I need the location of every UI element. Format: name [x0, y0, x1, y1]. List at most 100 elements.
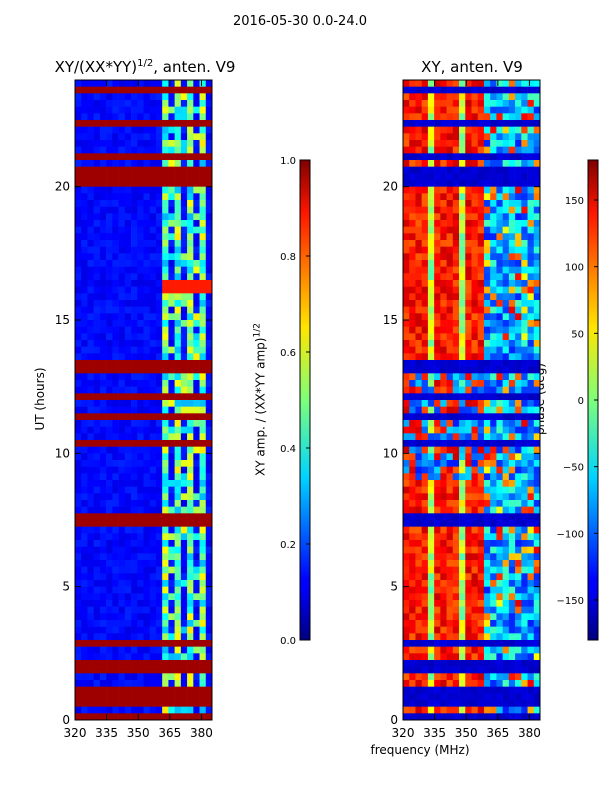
heatmap-cell: [180, 286, 188, 294]
heatmap-cell: [415, 233, 422, 241]
heatmap-cell: [452, 180, 460, 187]
heatmap-cell: [137, 526, 144, 534]
heatmap-cell: [187, 433, 194, 441]
heatmap-cell: [118, 680, 126, 687]
heatmap-cell: [459, 386, 466, 394]
heatmap-cell: [496, 346, 503, 354]
heatmap-cell: [99, 406, 107, 414]
heatmap-cell: [459, 613, 466, 621]
heatmap-cell: [496, 193, 503, 201]
heatmap-cell: [93, 253, 101, 261]
heatmap-cell: [446, 660, 454, 667]
heatmap-cell: [199, 620, 207, 627]
heatmap-cell: [137, 353, 144, 361]
heatmap-cell: [446, 120, 454, 127]
heatmap-cell: [465, 560, 472, 567]
heatmap-cell: [415, 113, 422, 121]
heatmap-cell: [471, 646, 479, 654]
heatmap-cell: [452, 393, 460, 401]
heatmap-cell: [131, 220, 138, 227]
heatmap-cell: [187, 366, 194, 374]
heatmap-cell: [199, 506, 207, 514]
heatmap-cell: [87, 626, 94, 634]
heatmap-cell: [446, 260, 454, 267]
heatmap-cell: [415, 173, 422, 181]
heatmap-cell: [75, 693, 82, 701]
heatmap-cell: [409, 706, 416, 714]
heatmap-cell: [496, 420, 503, 427]
heatmap-cell: [471, 666, 479, 674]
heatmap-cell: [124, 426, 132, 434]
heatmap-cell: [106, 300, 113, 307]
heatmap-cell: [403, 566, 410, 574]
heatmap-cell: [118, 513, 126, 521]
heatmap-cell: [75, 126, 82, 134]
heatmap-cell: [440, 693, 447, 701]
heatmap-cell: [502, 500, 510, 507]
heatmap-cell: [427, 446, 435, 454]
heatmap-cell: [440, 506, 447, 514]
heatmap-cell: [93, 340, 101, 347]
heatmap-cell: [87, 433, 94, 441]
heatmap-cell: [149, 113, 157, 121]
heatmap-cell: [193, 613, 200, 621]
heatmap-cell: [193, 386, 200, 394]
heatmap-cell: [527, 586, 535, 594]
heatmap-cell: [415, 426, 422, 434]
heatmap-cell: [403, 220, 410, 227]
heatmap-cell: [459, 133, 466, 141]
heatmap-cell: [124, 153, 132, 161]
heatmap-cell: [93, 466, 101, 474]
heatmap-cell: [155, 380, 163, 387]
heatmap-cell: [471, 473, 479, 481]
heatmap-cell: [205, 420, 213, 427]
heatmap-cell: [106, 313, 113, 321]
heatmap-cell: [515, 606, 522, 614]
heatmap-cell: [527, 633, 535, 641]
heatmap-cell: [533, 566, 541, 574]
heatmap-cell: [471, 220, 479, 227]
heatmap-cell: [99, 273, 107, 281]
heatmap-cell: [409, 326, 416, 334]
heatmap-cell: [483, 153, 491, 161]
heatmap-cell: [403, 173, 410, 181]
heatmap-cell: [508, 646, 516, 654]
heatmap-cell: [193, 540, 200, 547]
heatmap-cell: [521, 340, 528, 347]
heatmap-cell: [99, 693, 107, 701]
heatmap-cell: [155, 686, 163, 694]
heatmap-cell: [81, 293, 88, 301]
heatmap-cell: [93, 100, 101, 107]
heatmap-cell: [471, 493, 479, 501]
heatmap-cell: [496, 206, 503, 214]
heatmap-cell: [118, 86, 126, 94]
heatmap-cell: [490, 120, 497, 127]
heatmap-cell: [452, 260, 460, 267]
heatmap-cell: [87, 426, 94, 434]
heatmap-cell: [199, 126, 207, 134]
heatmap-cell: [409, 546, 416, 554]
heatmap-cell: [180, 673, 188, 681]
heatmap-cell: [174, 326, 182, 334]
heatmap-cell: [93, 220, 101, 227]
heatmap-cell: [124, 353, 132, 361]
heatmap-cell: [515, 246, 522, 254]
heatmap-cell: [434, 546, 441, 554]
heatmap-cell: [496, 146, 503, 154]
heatmap-cell: [427, 646, 435, 654]
heatmap-cell: [483, 600, 491, 607]
heatmap-cell: [502, 680, 510, 687]
heatmap-cell: [515, 686, 522, 694]
heatmap-cell: [409, 126, 416, 134]
heatmap-cell: [465, 546, 472, 554]
heatmap-cell: [87, 613, 94, 621]
heatmap-cell: [483, 686, 491, 694]
heatmap-cell: [193, 573, 200, 581]
heatmap-cell: [162, 406, 169, 414]
heatmap-cell: [93, 213, 101, 221]
heatmap-cell: [452, 706, 460, 714]
heatmap-cell: [187, 313, 194, 321]
heatmap-cell: [75, 153, 82, 161]
heatmap-cell: [93, 580, 101, 587]
heatmap-cell: [483, 620, 491, 627]
